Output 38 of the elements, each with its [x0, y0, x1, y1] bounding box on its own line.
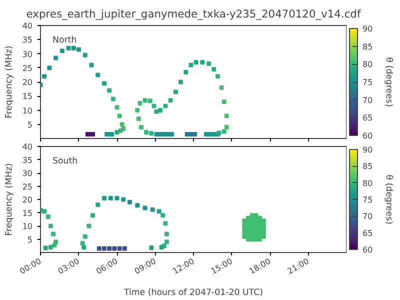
y-tick-label: 5 — [27, 235, 33, 244]
y-axis-title: Frequency (MHz) — [4, 46, 14, 118]
color-bar-label: 60 — [362, 132, 373, 140]
color-bar-title: θ (degrees) — [384, 174, 394, 224]
color-bar-label: 70 — [362, 96, 373, 105]
color-bar-label: 80 — [362, 178, 373, 188]
color-bar-label: 85 — [362, 162, 373, 172]
y-tick-label: 25 — [22, 64, 33, 73]
color-bar-title: θ (degrees) — [384, 57, 394, 107]
y-tick-label: 30 — [22, 169, 33, 178]
y-tick-label: 40 — [22, 142, 33, 152]
y-tick-label: 35 — [22, 156, 33, 165]
x-axis-title: Time (hours of 2047-01-20 UTC) — [122, 288, 264, 298]
y-tick-label: 20 — [22, 78, 33, 87]
y-tick-label: 10 — [22, 222, 33, 231]
y-tick-label: 10 — [22, 106, 33, 116]
color-bar-label: 75 — [362, 196, 373, 204]
color-bar-label: 65 — [362, 114, 373, 123]
y-tick-label: 15 — [22, 208, 33, 218]
y-axis-title: Frequency (MHz) — [4, 163, 14, 236]
y-tick-label: 35 — [22, 36, 33, 45]
y-tick-label: 40 — [22, 22, 33, 30]
color-bar-label: 75 — [362, 78, 373, 87]
chart-title: expres_earth_jupiter_ganymede_txka-y235_20470120_v14.cdf — [26, 8, 361, 20]
annotation: South — [52, 156, 78, 166]
color-bar-label: 90 — [362, 146, 373, 154]
color-bar-label: 85 — [362, 42, 373, 52]
color-bar-label: 80 — [362, 60, 373, 70]
y-tick-label: 5 — [27, 120, 33, 130]
color-bar-label: 60 — [362, 246, 373, 254]
y-tick-label: 20 — [22, 196, 33, 204]
color-bar-label: 65 — [362, 228, 373, 238]
y-tick-label: 30 — [22, 50, 33, 59]
color-bar-label: 90 — [362, 24, 373, 34]
color-bar-label: 70 — [362, 212, 373, 222]
y-tick-label: 25 — [22, 182, 33, 192]
y-tick-label: 15 — [22, 92, 33, 102]
annotation: North — [52, 36, 77, 46]
